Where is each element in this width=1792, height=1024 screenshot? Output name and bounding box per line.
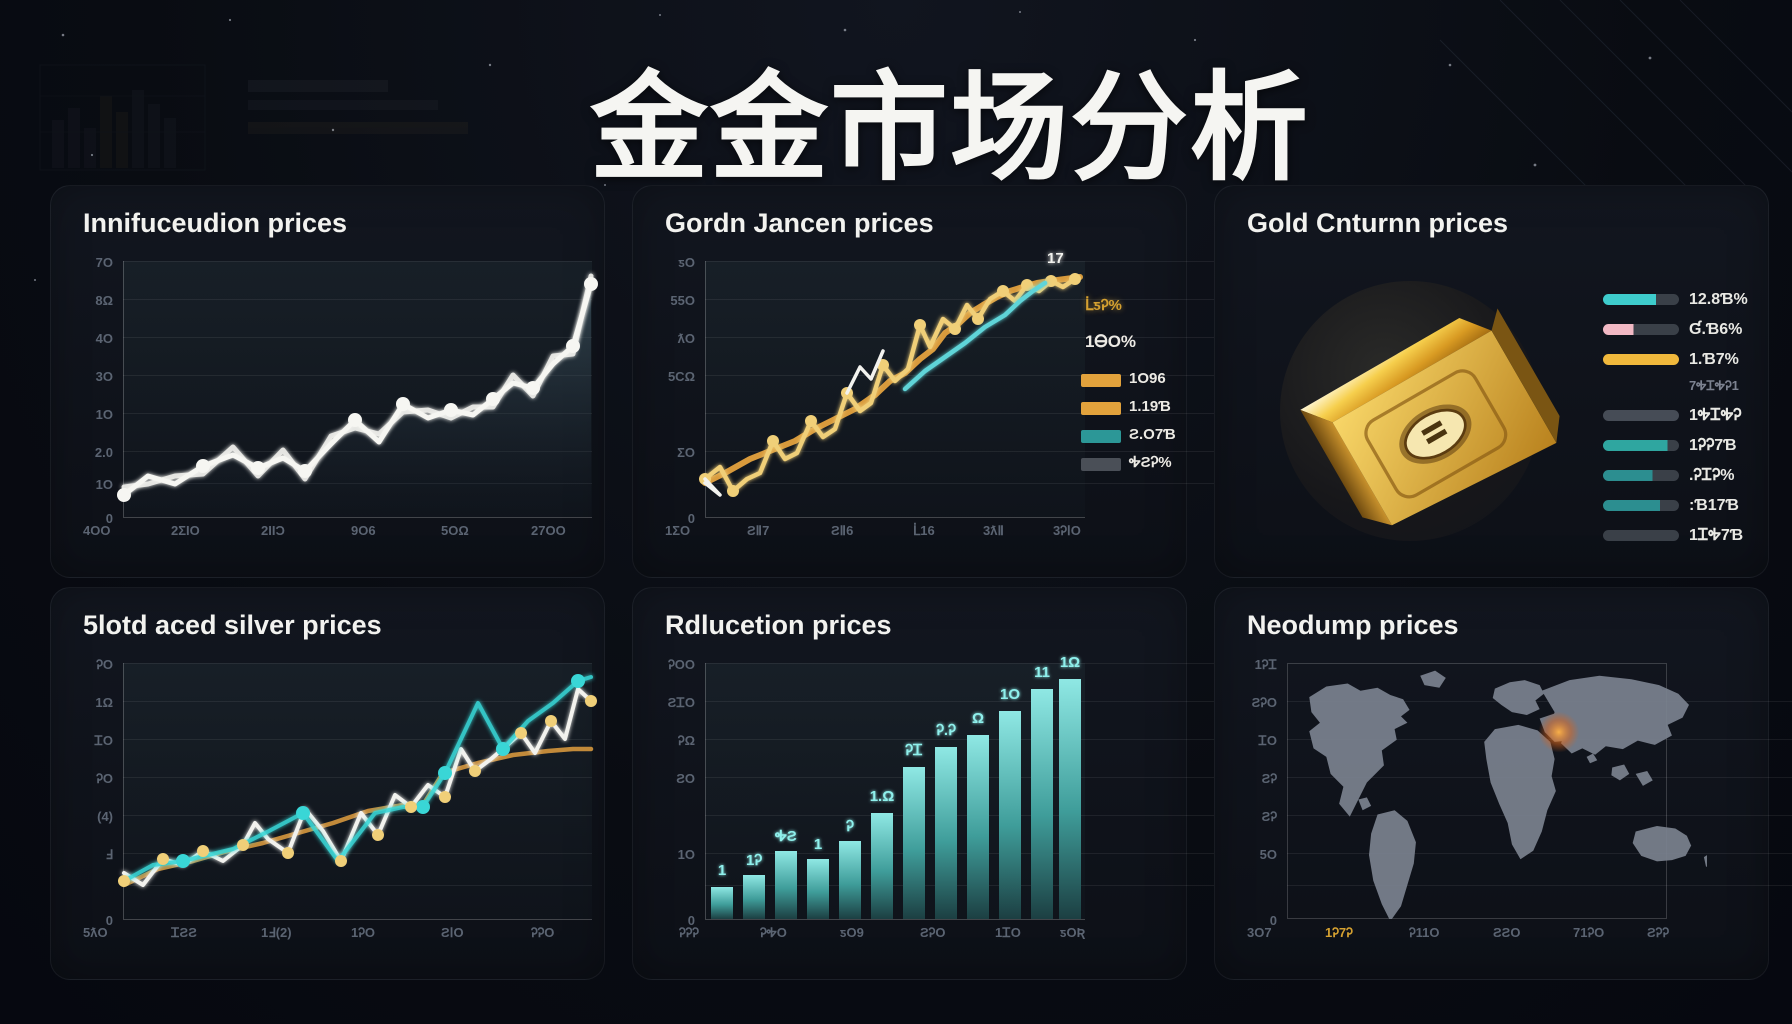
svg-text:ᎮᏆ: ᎮᏆ bbox=[905, 742, 923, 759]
svg-text:1: 1 bbox=[814, 836, 822, 853]
svg-text:Ω: Ω bbox=[972, 710, 984, 727]
svg-text:Ꭾ: Ꭾ bbox=[846, 818, 854, 835]
svg-text:1: 1 bbox=[718, 862, 726, 879]
svg-text:1Ω: 1Ω bbox=[1060, 654, 1080, 671]
svg-text:1Ꭾ: 1Ꭾ bbox=[746, 852, 762, 869]
svg-text:17: 17 bbox=[1047, 250, 1064, 267]
svg-text:ᎭƧ: ᎭƧ bbox=[774, 828, 797, 845]
svg-text:1.Ω: 1.Ω bbox=[870, 788, 895, 805]
svg-text:11: 11 bbox=[1034, 664, 1050, 681]
svg-text:1O: 1O bbox=[1000, 686, 1020, 703]
svg-text:Ꭾ.Ꭾ: Ꭾ.Ꭾ bbox=[936, 722, 956, 739]
